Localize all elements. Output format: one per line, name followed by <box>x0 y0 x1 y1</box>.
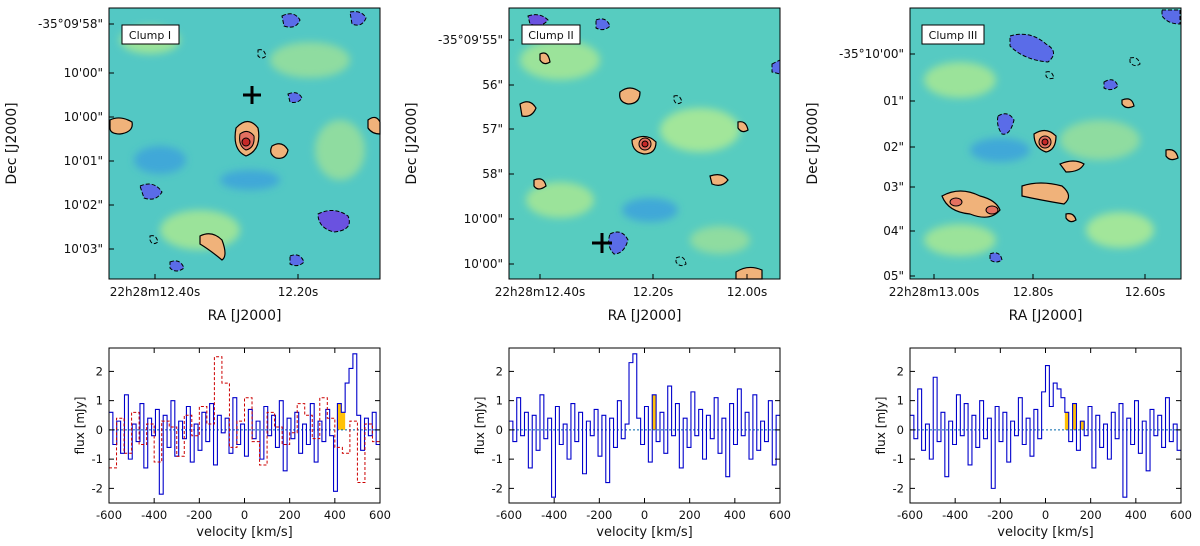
x-tick-label: 12.60s <box>1125 285 1166 299</box>
y-tick-label: -35°09'55" <box>438 33 503 47</box>
detection-fill <box>337 403 346 430</box>
y-tick-label: 1 <box>96 394 103 408</box>
y-tick-label: 05" <box>883 269 904 283</box>
x-axis-label: RA [J2000] <box>608 308 682 324</box>
y-tick-label: 10'00" <box>64 110 103 124</box>
y-tick-label: 1 <box>897 394 904 408</box>
y-tick-label: -35°10'00" <box>839 47 904 61</box>
x-tick-label: 200 <box>679 508 701 522</box>
y-tick-label: 0 <box>897 423 904 437</box>
x-tick-label: 0 <box>641 508 648 522</box>
y-tick-label: 10'00" <box>64 66 103 80</box>
y-tick-label: 0 <box>496 423 503 437</box>
x-axis-label: velocity [km/s] <box>596 525 692 540</box>
y-tick-label: 2 <box>96 364 103 378</box>
y-tick-label: 57" <box>482 122 503 136</box>
y-tick-label: -1 <box>92 452 103 466</box>
y-axis-label: Dec [J2000] <box>805 102 821 184</box>
comparison-line <box>109 356 380 484</box>
detection-fill <box>1064 403 1085 430</box>
y-tick-label: 56" <box>482 78 503 92</box>
x-tick-label: 400 <box>324 508 346 522</box>
y-tick-label: 2 <box>496 364 503 378</box>
x-tick-label: 0 <box>1042 508 1049 522</box>
y-tick-label: 10'00" <box>464 212 503 226</box>
spectrum-line <box>509 353 780 498</box>
y-tick-label: 01" <box>883 94 904 108</box>
y-tick-label: -1 <box>893 452 904 466</box>
y-tick-label: 10'00" <box>464 257 503 271</box>
x-tick-label: -600 <box>96 508 122 522</box>
map-panel-clump-1: Clump I <box>108 7 381 280</box>
x-tick-label: -400 <box>541 508 567 522</box>
y-tick-label: 1 <box>496 394 503 408</box>
spectrum-line <box>109 353 380 495</box>
x-tick-label: -400 <box>141 508 167 522</box>
axes-layer: 22h28m12.40s 12.20s -35°09'58" 10'00" 10'00"… <box>4 17 1192 540</box>
panel-label: Clump III <box>929 29 978 42</box>
x-axis-label: velocity [km/s] <box>997 525 1093 540</box>
x-tick-label: 22h28m12.40s <box>110 285 200 299</box>
y-axis-label: flux [mJy] <box>73 397 87 455</box>
detection-fill <box>652 394 657 430</box>
y-tick-label: 2 <box>897 364 904 378</box>
y-tick-label: -2 <box>893 481 904 495</box>
x-tick-label: -200 <box>586 508 612 522</box>
y-tick-label: 10'01" <box>64 154 103 168</box>
x-tick-label: 200 <box>1080 508 1102 522</box>
y-tick-label: -2 <box>492 481 503 495</box>
y-axis-label: Dec [J2000] <box>4 102 20 184</box>
y-tick-label: 04" <box>883 224 904 238</box>
y-tick-label: -35°09'58" <box>38 17 103 31</box>
y-tick-label: 10'02" <box>64 198 103 212</box>
y-tick-label: -1 <box>492 452 503 466</box>
panel-label: Clump I <box>129 29 171 42</box>
x-tick-label: 12.00s <box>727 285 768 299</box>
y-tick-label: 10'03" <box>64 242 103 256</box>
x-tick-label: 12.20s <box>633 285 674 299</box>
x-tick-label: 400 <box>1125 508 1147 522</box>
x-tick-label: 12.80s <box>1013 285 1054 299</box>
y-axis-label: flux [mJy] <box>874 397 888 455</box>
y-axis-label: flux [mJy] <box>473 397 487 455</box>
panel-label: Clump II <box>528 29 573 42</box>
spectrum-line <box>910 364 1181 498</box>
x-tick-label: -600 <box>496 508 522 522</box>
map-panel-clump-2: Clump II <box>508 7 781 280</box>
x-axis-label: velocity [km/s] <box>196 525 292 540</box>
x-tick-label: -200 <box>186 508 212 522</box>
y-tick-label: 0 <box>96 423 103 437</box>
x-tick-label: 600 <box>1170 508 1192 522</box>
x-tick-label: -400 <box>942 508 968 522</box>
x-tick-label: 0 <box>241 508 248 522</box>
x-tick-label: -200 <box>987 508 1013 522</box>
x-tick-label: 400 <box>724 508 746 522</box>
x-tick-label: 22h28m12.40s <box>495 285 585 299</box>
x-tick-label: 600 <box>769 508 791 522</box>
y-axis-label: Dec [J2000] <box>404 102 420 184</box>
x-tick-label: 600 <box>369 508 391 522</box>
y-tick-label: 58" <box>482 167 503 181</box>
y-tick-label: 03" <box>883 180 904 194</box>
map-panel-clump-3: Clump III <box>909 7 1182 280</box>
x-tick-label: -600 <box>897 508 923 522</box>
x-axis-label: RA [J2000] <box>1009 308 1083 324</box>
x-tick-label: 200 <box>279 508 301 522</box>
y-tick-label: -2 <box>92 481 103 495</box>
x-tick-label: 12.20s <box>278 285 319 299</box>
x-axis-label: RA [J2000] <box>208 308 282 324</box>
x-tick-label: 22h28m13.00s <box>889 285 979 299</box>
y-tick-label: 02" <box>883 140 904 154</box>
